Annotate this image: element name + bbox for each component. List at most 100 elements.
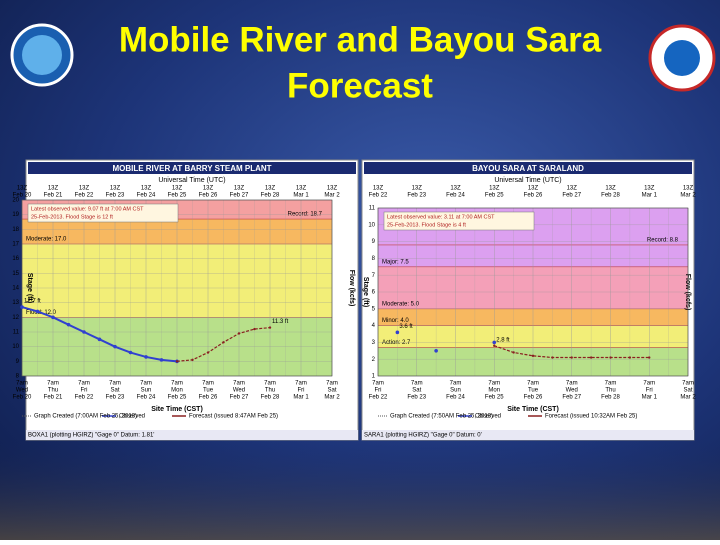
top-tick-label: 13Z [110, 186, 121, 192]
x-tick-label: 7am [682, 381, 694, 387]
x-tick-label: 7am [643, 381, 655, 387]
x-tick-label: Sat [110, 388, 119, 394]
top-tick-label: Feb 25 [168, 193, 187, 199]
top-tick-label: Feb 23 [407, 193, 426, 199]
top-tick-label: Feb 24 [137, 193, 156, 199]
top-tick-label: 13Z [528, 186, 539, 192]
y2-axis-title: Flow (kcfs) [348, 270, 355, 307]
x-tick-label: 7am [109, 381, 121, 387]
nws-logo-inner [664, 40, 700, 76]
data-point [253, 327, 256, 331]
data-point [237, 332, 241, 335]
data-point [628, 356, 632, 359]
y-tick-label: 1 [372, 374, 376, 380]
y-tick-label: 18 [12, 227, 19, 233]
legend-label: Forecast (issued 8:47AM Feb 25) [189, 414, 278, 420]
x-tick-label: Feb 26 [199, 395, 218, 401]
title-bar [364, 162, 692, 174]
data-point [589, 356, 593, 359]
top-tick-label: Feb 26 [524, 193, 543, 199]
y-tick-label: 13 [12, 300, 19, 306]
data-point [648, 356, 651, 359]
data-point [20, 305, 24, 309]
threshold-label: Record: 8.8 [647, 238, 679, 244]
x-tick-label: Thu [48, 388, 58, 394]
top-tick-label: 13Z [489, 186, 500, 192]
x-tick-label: Sat [327, 388, 336, 394]
x-tick-label: 7am [47, 381, 59, 387]
x-tick-label: Feb 27 [230, 395, 249, 401]
y2-axis-title: Flow (kcfs) [684, 274, 691, 311]
top-tick-label: 13Z [203, 186, 214, 192]
data-point [51, 315, 55, 320]
y-tick-label: 5 [372, 306, 376, 312]
x-tick-label: Feb 21 [44, 395, 63, 401]
top-tick-label: 13Z [48, 186, 59, 192]
top-tick-label: 13Z [17, 186, 28, 192]
data-point [128, 350, 133, 355]
x-tick-label: Wed [16, 388, 28, 394]
x-tick-label: Mar 2 [324, 395, 340, 401]
data-point [492, 340, 497, 345]
top-tick-label: 13Z [234, 186, 245, 192]
y-tick-label: 16 [12, 256, 19, 262]
y-tick-label: 3 [372, 340, 376, 346]
y-tick-label: 11 [13, 330, 20, 336]
top-tick-label: Feb 23 [106, 193, 125, 199]
x-tick-label: Sat [683, 388, 692, 394]
top-tick-label: 13Z [567, 186, 578, 192]
y-tick-label: 9 [372, 239, 376, 245]
y-tick-label: 12 [12, 315, 19, 321]
top-tick-label: Feb 26 [199, 193, 218, 199]
data-point [512, 351, 515, 354]
x-tick-label: 7am [295, 381, 307, 387]
x-tick-label: 7am [264, 381, 276, 387]
threshold-label: Moderate: 5.0 [382, 301, 420, 307]
top-axis-title: Universal Time (UTC) [494, 177, 561, 184]
chart-title: MOBILE RIVER AT BARRY STEAM PLANT [112, 164, 271, 173]
footer-bar [26, 430, 358, 440]
data-point [493, 344, 496, 347]
data-point [82, 330, 86, 334]
x-tick-label: Fri [81, 388, 88, 394]
threshold-label: Moderate: 17.0 [26, 237, 67, 243]
x-tick-label: Sat [412, 388, 421, 394]
x-tick-label: Feb 26 [524, 395, 543, 401]
y-tick-label: 9 [16, 359, 20, 365]
top-tick-label: Feb 22 [75, 193, 94, 199]
footer: SARA1 (plotting HGIRZ) "Gage 0" Datum: 0… [364, 433, 482, 439]
legend-label: Observed [475, 414, 501, 420]
x-tick-label: Feb 24 [137, 395, 156, 401]
latest-box [383, 211, 535, 231]
y-tick-label: 6 [372, 290, 376, 296]
top-tick-label: Feb 27 [562, 193, 581, 199]
x-tick-label: Thu [265, 388, 275, 394]
top-tick-label: Mar 1 [642, 193, 658, 199]
footer-bar [362, 430, 694, 440]
x-tick-label: Fri [298, 388, 305, 394]
y-tick-label: 4 [372, 323, 376, 329]
data-point [268, 326, 272, 329]
x-tick-label: 7am [16, 381, 28, 387]
x-tick-label: Mar 2 [680, 395, 696, 401]
data-point [570, 356, 573, 359]
top-tick-label: 13Z [265, 186, 276, 192]
y-tick-label: 20 [12, 198, 19, 204]
threshold-label: Major: 7.5 [382, 259, 409, 265]
latest-text: Latest observed value: 3.11 at 7:00 AM C… [387, 214, 495, 220]
latest-text: 25-Feb-2013. Flood Stage is 4 ft [387, 222, 466, 228]
x-tick-label: Feb 24 [446, 395, 465, 401]
y-tick-label: 7 [372, 273, 376, 279]
x-tick-label: 7am [527, 381, 539, 387]
x-tick-label: 7am [488, 381, 500, 387]
x-tick-label: 7am [202, 381, 214, 387]
x-tick-label: Wed [566, 388, 578, 394]
data-label: 3.6 ft [399, 324, 413, 330]
x-tick-label: 7am [78, 381, 90, 387]
x-tick-label: Mon [171, 388, 183, 394]
y-tick-label: 11 [369, 206, 376, 212]
y-tick-label: 15 [12, 271, 19, 277]
data-label: 11.3 ft [272, 319, 289, 325]
top-tick-label: 13Z [141, 186, 152, 192]
